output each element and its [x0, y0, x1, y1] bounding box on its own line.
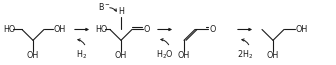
- Text: O: O: [209, 25, 215, 34]
- Text: OH: OH: [296, 25, 308, 34]
- Text: OH: OH: [267, 51, 279, 60]
- Text: O: O: [144, 25, 151, 34]
- Text: H$_2$O: H$_2$O: [156, 49, 174, 61]
- Text: OH: OH: [178, 51, 190, 60]
- Text: OH: OH: [115, 51, 127, 60]
- Text: H$_2$: H$_2$: [77, 49, 88, 61]
- Text: HO: HO: [95, 25, 107, 34]
- Text: 2H$_2$: 2H$_2$: [237, 49, 253, 61]
- Text: OH: OH: [54, 25, 66, 34]
- Text: B$^-$: B$^-$: [98, 1, 111, 12]
- Text: OH: OH: [27, 51, 39, 60]
- Text: H: H: [118, 7, 124, 16]
- Text: HO: HO: [3, 25, 15, 34]
